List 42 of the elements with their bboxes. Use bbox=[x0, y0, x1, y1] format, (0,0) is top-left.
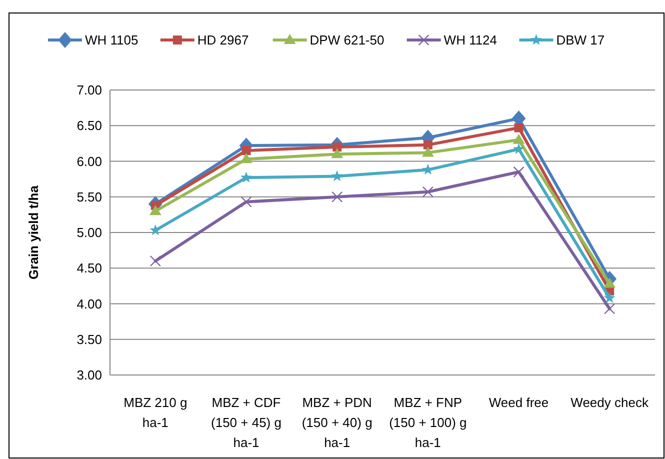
y-tick-label: 7.00 bbox=[76, 82, 102, 98]
point bbox=[512, 134, 525, 144]
x-tick-label: MBZ + PDN (150 + 40) g ha-1 bbox=[302, 395, 372, 450]
point bbox=[604, 303, 616, 314]
x-tick-label: MBZ + FNP (150 + 100) g ha-1 bbox=[389, 395, 467, 450]
y-tick-label: 4.50 bbox=[76, 260, 102, 276]
y-tick-label: 6.00 bbox=[76, 154, 102, 169]
legend-label: HD 2967 bbox=[197, 32, 249, 48]
point bbox=[423, 140, 432, 150]
point bbox=[513, 166, 524, 178]
point bbox=[514, 123, 524, 132]
legend-label: WH 1105 bbox=[85, 32, 138, 48]
x-tick-label: Weed free bbox=[488, 395, 549, 410]
point bbox=[422, 186, 434, 198]
y-tick-label: 5.50 bbox=[76, 189, 102, 204]
point bbox=[331, 148, 344, 158]
y-tick-label: 6.50 bbox=[76, 118, 102, 134]
x-tick-label: MBZ 210 g ha-1 bbox=[124, 395, 188, 430]
point bbox=[604, 278, 616, 288]
point bbox=[513, 143, 524, 154]
point bbox=[331, 170, 343, 182]
point bbox=[240, 196, 252, 208]
y-axis-title: Grain yield t/ha bbox=[26, 184, 41, 280]
y-tick-label: 5.00 bbox=[76, 225, 102, 240]
legend-label: WH 1124 bbox=[444, 32, 498, 48]
point bbox=[331, 191, 343, 202]
y-tick-label: 4.00 bbox=[76, 296, 102, 312]
point bbox=[149, 205, 162, 216]
legend-label: DBW 17 bbox=[556, 32, 605, 48]
x-tick-label: MBZ + CDF (150 + 45) g ha-1 bbox=[211, 395, 282, 450]
point bbox=[604, 292, 616, 303]
point bbox=[242, 146, 251, 156]
y-tick-label: 3.50 bbox=[76, 332, 102, 347]
legend-label: DPW 621-50 bbox=[310, 32, 384, 48]
point bbox=[150, 224, 162, 236]
point bbox=[240, 172, 252, 182]
point bbox=[422, 146, 434, 157]
point bbox=[332, 142, 342, 152]
point bbox=[150, 255, 162, 267]
y-tick-label: 3.00 bbox=[76, 368, 102, 383]
x-tick-label: Weedy check bbox=[570, 395, 649, 410]
point bbox=[240, 153, 252, 164]
